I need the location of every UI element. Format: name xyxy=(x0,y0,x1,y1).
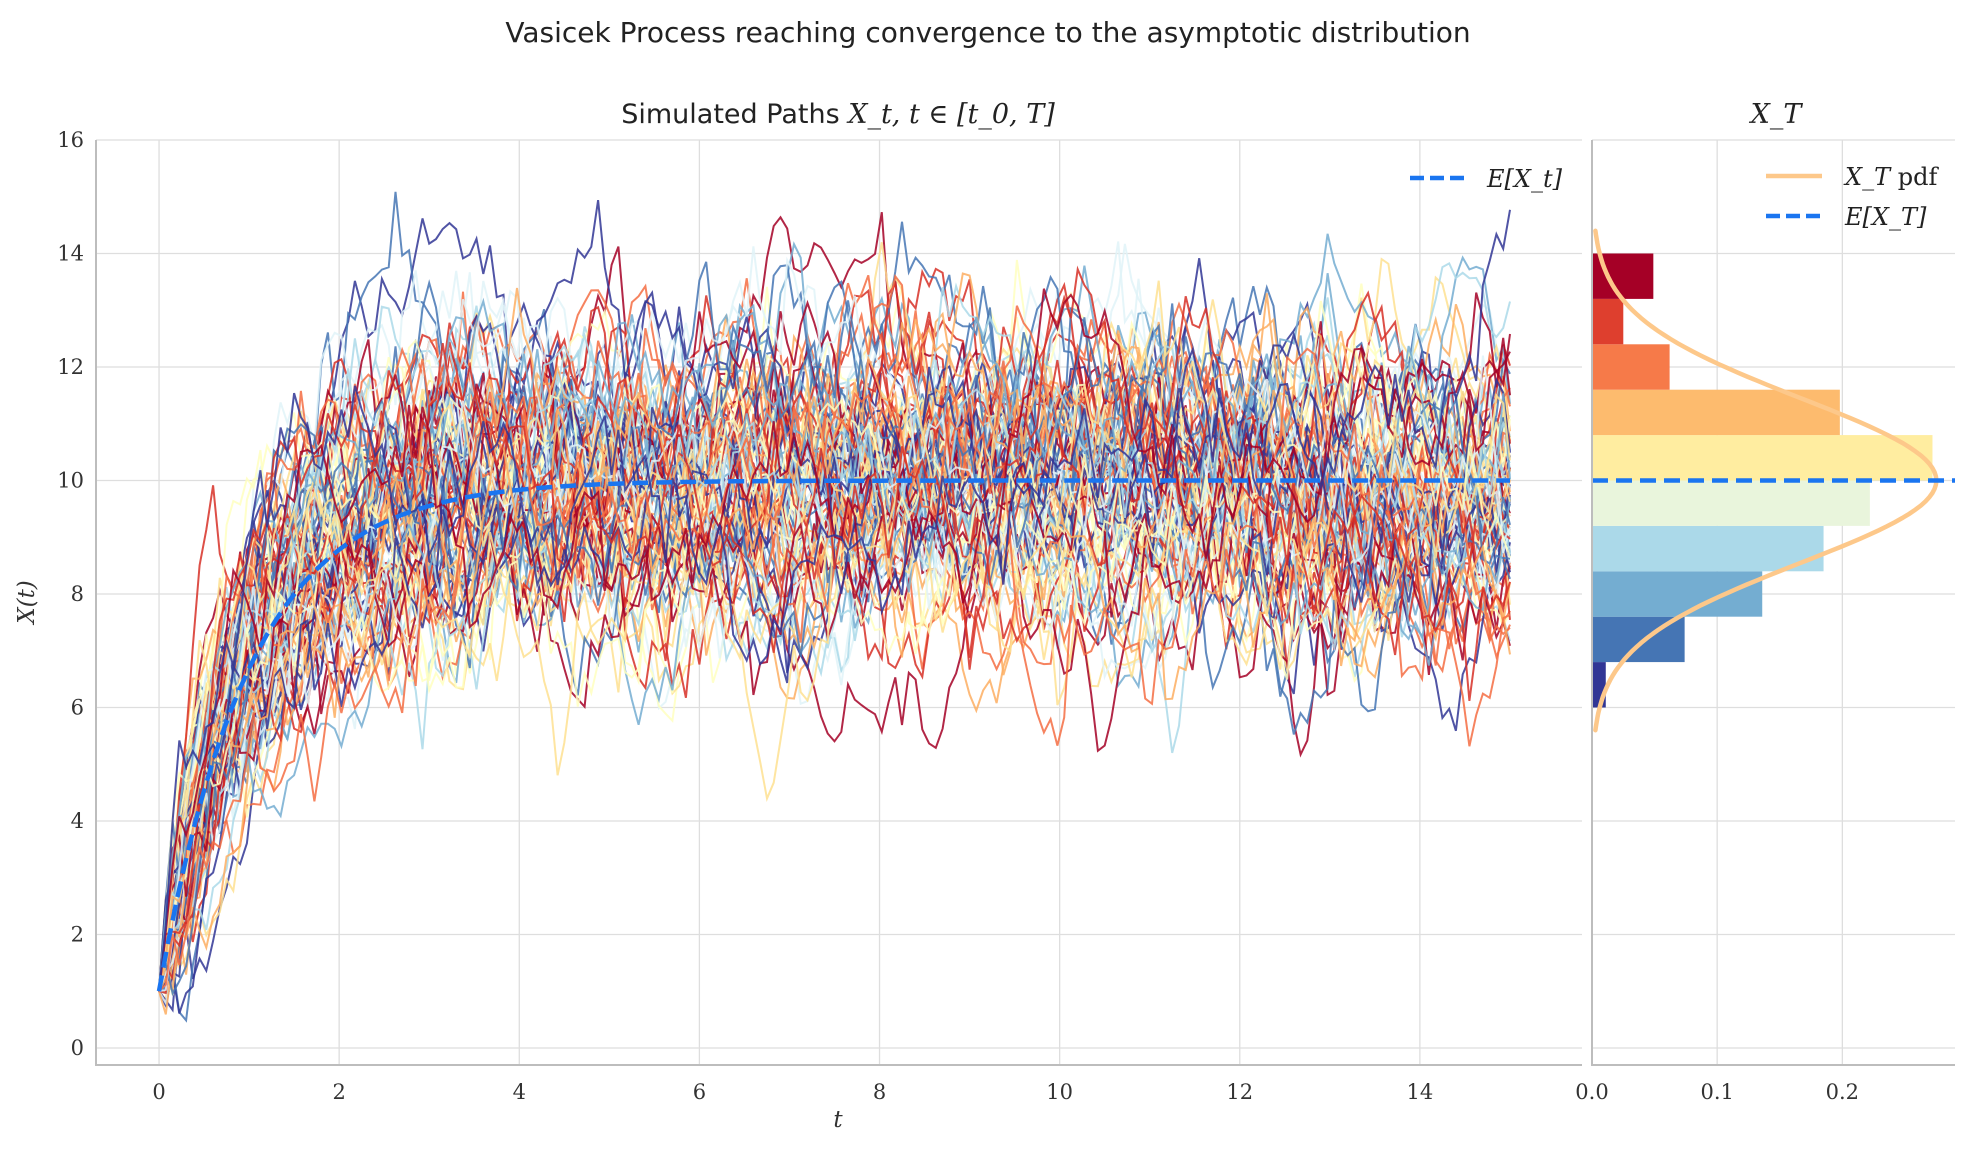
histogram-bar xyxy=(1592,389,1840,436)
histogram-bar xyxy=(1592,344,1670,390)
y-tick-label: 16 xyxy=(57,128,84,152)
paths-axes-spine xyxy=(95,140,1582,1066)
y-tick-label: 4 xyxy=(71,809,84,833)
y-tick-label: 10 xyxy=(57,468,84,492)
histogram-title: X_T xyxy=(1749,99,1804,130)
paths-title-text: Simulated Paths xyxy=(621,99,839,130)
x-tick-label: 10 xyxy=(1046,1080,1073,1104)
paths-ticks: 0 2 4 6 8 10 12 14 0 2 4 6 8 10 12 14 16 xyxy=(57,128,1433,1104)
simulated-path xyxy=(158,278,1511,992)
hist-x-tick-label: 0.0 xyxy=(1575,1080,1608,1104)
histogram-bar xyxy=(1592,525,1824,572)
x-tick-label: 8 xyxy=(873,1080,886,1104)
legend-mean-label: E[X_t] xyxy=(1486,165,1563,193)
hist-x-tick-label: 0.2 xyxy=(1826,1080,1859,1104)
paths-panel: 0 2 4 6 8 10 12 14 0 2 4 6 8 10 12 14 16 Simulated Paths… xyxy=(14,99,1582,1133)
simulated-path xyxy=(158,297,1511,992)
legend-final-mean-label: E[X_T] xyxy=(1844,203,1927,231)
y-tick-label: 14 xyxy=(57,241,84,265)
simulated-path xyxy=(158,280,1511,992)
x-tick-label: 14 xyxy=(1407,1080,1434,1104)
y-tick-label: 2 xyxy=(71,922,84,946)
legend-pdf-math: X_T xyxy=(1843,163,1892,191)
y-axis-label: X(t) xyxy=(14,580,40,626)
paths-legend: E[X_t] xyxy=(1410,165,1563,193)
simulated-path xyxy=(158,305,1511,992)
legend-pdf-suffix: pdf xyxy=(1898,163,1940,191)
y-tick-label: 6 xyxy=(71,695,84,719)
simulated-path xyxy=(158,288,1511,992)
paths-title: Simulated Paths X_t, t ∈ [t_0, T] xyxy=(621,99,1055,130)
simulated-path xyxy=(158,300,1511,992)
histogram-bar xyxy=(1592,298,1624,345)
histogram-bars xyxy=(1592,253,1933,708)
histogram-bar xyxy=(1592,480,1870,526)
histogram-legend: X_T pdf E[X_T] xyxy=(1766,163,1939,231)
expected-value-line xyxy=(156,478,1510,992)
y-tick-label: 12 xyxy=(57,355,84,379)
x-tick-label: 12 xyxy=(1226,1080,1253,1104)
hist-x-tick-label: 0.1 xyxy=(1700,1080,1733,1104)
histogram-ticks: 0.0 0.1 0.2 xyxy=(1575,1080,1859,1104)
histogram-bar xyxy=(1592,435,1933,481)
simulated-path xyxy=(158,209,1511,992)
x-axis-label: t xyxy=(833,1107,843,1133)
histogram-bar xyxy=(1592,571,1763,617)
simulated-paths xyxy=(158,191,1511,1023)
y-tick-label: 8 xyxy=(71,582,84,606)
x-tick-label: 0 xyxy=(152,1080,165,1104)
simulated-path xyxy=(158,333,1511,992)
legend-pdf-label: X_T pdf xyxy=(1843,163,1939,191)
x-tick-label: 2 xyxy=(332,1080,345,1104)
simulated-path xyxy=(158,191,1511,992)
figure-title: Vasicek Process reaching convergence to … xyxy=(505,16,1470,49)
simulated-path xyxy=(158,246,1511,993)
y-tick-label: 0 xyxy=(71,1036,84,1060)
histogram-axes-spine xyxy=(1591,140,1955,1066)
x-tick-label: 4 xyxy=(513,1080,526,1104)
histogram-panel: 0.0 0.1 0.2 X_T X_T pdf E[X_T] xyxy=(1575,99,1955,1104)
x-tick-label: 6 xyxy=(693,1080,706,1104)
paths-title-math: X_t, t ∈ [t_0, T] xyxy=(846,99,1055,130)
simulated-path xyxy=(158,318,1511,992)
simulated-path xyxy=(158,265,1511,992)
